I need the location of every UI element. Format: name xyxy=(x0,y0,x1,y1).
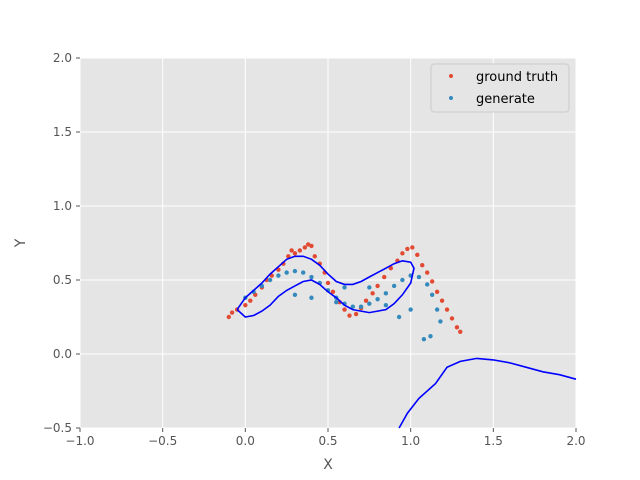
scatter-point xyxy=(309,243,314,249)
legend-label-generate: generate xyxy=(476,92,535,107)
scatter-point xyxy=(229,310,235,315)
scatter-point xyxy=(420,263,425,268)
x-axis-ticks: −1.0 −0.5 0.0 0.5 1.0 1.5 2.0 xyxy=(65,428,586,448)
scatter-point xyxy=(292,292,298,297)
scatter-point xyxy=(363,298,369,303)
scatter-point xyxy=(367,301,372,306)
scatter-point xyxy=(330,289,336,295)
legend-marker-generate xyxy=(449,96,453,100)
scatter-point xyxy=(286,254,291,259)
scatter-point xyxy=(428,334,433,339)
legend: ground truth generate xyxy=(430,63,570,113)
legend-box xyxy=(430,63,570,113)
scatter-point xyxy=(370,291,375,296)
scatter-point xyxy=(400,251,405,256)
scatter-point xyxy=(444,307,450,312)
scatter-point xyxy=(312,254,317,259)
scatter-point xyxy=(375,283,380,289)
x-tick-label: 0.5 xyxy=(318,434,337,448)
y-tick-label: −0.5 xyxy=(43,421,72,435)
x-tick-label: 0.0 xyxy=(236,434,255,448)
scatter-point xyxy=(347,313,352,318)
legend-marker-ground-truth xyxy=(449,74,453,78)
scatter-point xyxy=(309,295,314,300)
scatter-point xyxy=(243,302,248,308)
y-tick-label: 0.5 xyxy=(53,273,72,287)
series-generate xyxy=(243,268,443,342)
scatter-point xyxy=(353,311,359,317)
scatter-point xyxy=(405,246,410,252)
y-tick-label: 2.0 xyxy=(53,51,72,65)
legend-label-ground-truth: ground truth xyxy=(476,70,558,85)
scatter-point xyxy=(425,282,430,287)
scatter-point xyxy=(276,273,281,278)
scatter-point xyxy=(358,304,364,309)
x-tick-label: 1.5 xyxy=(484,434,503,448)
scatter-point xyxy=(302,245,308,250)
scatter-point xyxy=(416,274,422,280)
y-axis-label: Y xyxy=(13,238,29,248)
x-tick-label: 1.0 xyxy=(401,434,420,448)
scatter-point xyxy=(325,280,331,286)
scatter-point xyxy=(350,304,355,309)
scatter-point xyxy=(434,289,440,295)
scatter-point xyxy=(391,283,397,289)
scatter-point xyxy=(421,337,427,342)
scatter-point xyxy=(438,319,443,324)
scatter-point xyxy=(439,298,445,303)
plot-area xyxy=(226,242,577,429)
y-tick-label: 1.5 xyxy=(53,125,72,139)
scatter-point xyxy=(292,268,298,274)
scatter-point xyxy=(284,270,289,275)
scatter-point xyxy=(429,279,435,284)
scatter-point xyxy=(334,300,339,305)
scatter-point xyxy=(383,291,389,296)
scatter-point xyxy=(388,265,394,271)
scatter-point xyxy=(297,248,303,253)
scatter-point xyxy=(267,277,273,283)
scatter-point xyxy=(425,270,430,275)
x-tick-label: −1.0 xyxy=(65,434,94,448)
x-axis-label: X xyxy=(323,457,333,473)
scatter-point xyxy=(305,242,311,247)
scatter-point xyxy=(382,274,387,280)
y-tick-label: 1.0 xyxy=(53,199,72,213)
scatter-point xyxy=(458,329,463,334)
scatter-point xyxy=(383,302,389,308)
scatter-point xyxy=(248,298,253,303)
scatter-point xyxy=(415,252,420,258)
scatter-point xyxy=(342,285,347,290)
x-tick-label: 2.0 xyxy=(566,434,585,448)
scatter-point xyxy=(226,314,231,320)
line-series-3 xyxy=(398,357,577,429)
scatter-point xyxy=(342,307,347,312)
x-tick-label: −0.5 xyxy=(148,434,177,448)
scatter-point xyxy=(434,307,440,312)
scatter-point xyxy=(408,307,413,312)
scatter-point xyxy=(400,277,405,283)
scatter-point xyxy=(449,316,455,321)
scatter-point xyxy=(375,297,380,302)
scatter-point xyxy=(289,248,294,253)
scatter-point xyxy=(429,292,435,297)
scatter-point xyxy=(396,314,402,320)
scatter-point xyxy=(301,270,306,275)
y-tick-label: 0.0 xyxy=(53,347,72,361)
y-axis-ticks: −0.5 0.0 0.5 1.0 1.5 2.0 xyxy=(43,51,80,435)
scatter-point xyxy=(292,251,298,256)
scatter-point xyxy=(454,325,460,330)
series-ground-truth xyxy=(226,242,463,334)
scatter-point xyxy=(367,285,372,290)
scatter-point xyxy=(410,245,415,250)
scatter-point xyxy=(309,274,314,280)
line-series-2 xyxy=(236,255,415,318)
